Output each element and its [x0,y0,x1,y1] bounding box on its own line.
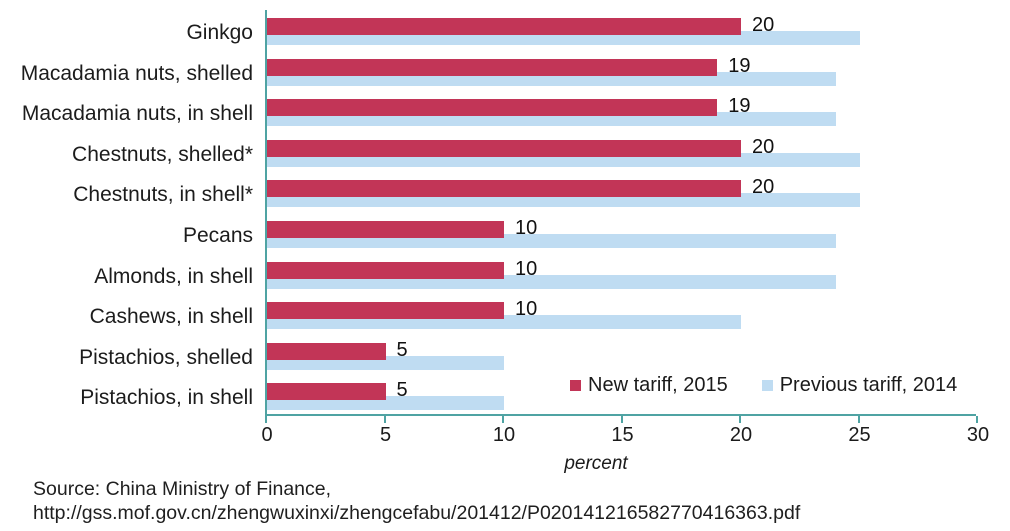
bar-value-label: 19 [728,54,751,77]
bar-new-tariff [267,302,504,320]
bar-value-label: 20 [752,135,775,158]
chart-row: 5 [267,375,976,416]
category-label: Pistachios, in shell [80,386,253,410]
category-label: Macadamia nuts, shelled [20,61,253,85]
category-label: Chestnuts, in shell* [73,183,253,207]
category-label: Macadamia nuts, in shell [21,102,253,126]
bar-new-tariff [267,261,504,279]
x-axis-tick [502,416,504,423]
bar-value-label: 20 [752,14,775,36]
source-line-1: Source: China Ministry of Finance, [33,478,332,500]
legend-swatch-icon [570,379,581,391]
x-axis-tick [620,416,623,423]
bar-new-tariff [267,383,386,401]
bar-value-label: 5 [396,338,408,361]
x-axis-tick [857,416,860,423]
x-axis-tick-label: 30 [966,424,990,446]
x-axis-tick [739,416,741,423]
x-axis: 0 5 10 15 20 25 30 [261,416,989,456]
x-axis-tick-label: 20 [729,424,753,446]
x-axis-tick [976,416,978,423]
x-axis-tick [265,416,267,423]
legend-item: Previous tariff, 2014 [761,374,958,396]
source-note: Source: China Ministry of Finance, http:… [33,477,800,525]
category-label: Chestnuts, shelled* [72,142,253,166]
category-label: Pistachios, shelled [79,345,253,369]
legend-item: New tariff, 2015 [570,375,728,395]
bar-new-tariff [267,342,386,360]
bar-new-tariff [267,139,741,157]
chart-row: 20 [267,132,976,173]
x-axis-tick-label: 15 [611,424,634,446]
legend-swatch-icon [761,379,773,391]
bar-new-tariff [267,180,741,198]
x-axis-tick [383,416,386,423]
chart-row: 19 [267,91,976,132]
category-label: Almonds, in shell [94,264,253,288]
chart-row: 10 [267,254,976,295]
bar-new-tariff [267,58,718,76]
bar-value-label: 10 [515,257,538,280]
bar-value-label: 10 [515,298,538,321]
bar-new-tariff [267,221,504,238]
category-label: Ginkgo [186,21,253,44]
source-line-2: http://gss.mof.gov.cn/zhengwuxinxi/zheng… [33,502,801,524]
chart-row: 10 [267,294,976,335]
chart-legend: New tariff, 2015 Previous tariff, 2014 [566,373,962,397]
legend-label: Previous tariff, 2014 [779,374,958,396]
category-label: Pecans [182,224,253,247]
chart-row: 20 [267,10,976,51]
bar-new-tariff [267,18,741,35]
x-axis-tick-label: 25 [848,424,871,446]
chart-row: 10 [267,213,976,254]
bar-value-label: 10 [515,217,538,239]
x-axis-tick-label: 5 [379,424,392,446]
category-label: Cashews, in shell [89,305,253,329]
chart-row: 5 [267,335,976,376]
chart-row: 19 [267,51,976,92]
x-axis-title: percent [564,453,628,474]
plot-area: 20 19 19 20 20 10 10 10 5 5 [265,10,976,416]
legend-label: New tariff, 2015 [588,374,728,396]
bar-new-tariff [267,99,718,117]
chart-row: 20 [267,172,976,213]
bar-value-label: 20 [752,176,775,199]
x-axis-tick-label: 0 [261,424,273,446]
x-axis-tick-label: 10 [492,424,516,446]
bar-value-label: 5 [396,379,408,402]
bar-value-label: 19 [728,95,751,118]
